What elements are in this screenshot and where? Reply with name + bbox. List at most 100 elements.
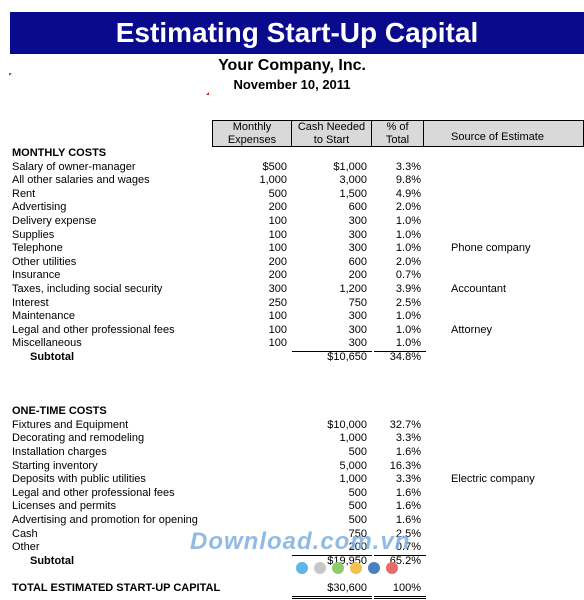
row-percent: 2.5% — [395, 527, 421, 540]
total-percent: 100% — [392, 582, 421, 594]
row-label: Legal and other professional fees — [12, 323, 175, 336]
row-percent: 1.0% — [395, 228, 421, 241]
row-source: Accountant — [451, 282, 507, 295]
table-row: Supplies 100 300 1.0% — [10, 229, 584, 243]
table-row: Legal and other professional fees 100 300 1… — [10, 323, 584, 338]
row-label: Cash — [12, 527, 38, 540]
table-row: Other 200 0.7% — [10, 541, 584, 555]
table-row: Maintenance 100 300 1.0% — [10, 310, 584, 324]
table-row: Salary of owner-manager $500 $1,000 3.3% — [10, 160, 584, 175]
row-percent: 2.0% — [395, 255, 421, 268]
document-title: Estimating Start-Up Capital — [10, 12, 584, 54]
table-row: Interest 250 750 2.5% — [10, 296, 584, 311]
section-title: ONE-TIME COSTS — [10, 405, 584, 419]
row-cash-needed: 600 — [348, 201, 367, 214]
row-label: Advertising — [12, 201, 67, 214]
row-cash-needed: 1,200 — [339, 282, 367, 295]
row-monthly-expense: 100 — [268, 323, 287, 336]
row-percent: 1.0% — [395, 214, 421, 227]
total-row: TOTAL ESTIMATED START-UP CAPITAL $30,600 1… — [10, 582, 584, 599]
header-monthly-expenses: Monthly Expenses — [212, 120, 292, 147]
row-cash-needed: 300 — [348, 323, 367, 336]
row-monthly-expense: 250 — [268, 296, 287, 309]
row-cash-needed: 300 — [348, 337, 367, 350]
row-monthly-expense: 200 — [268, 255, 287, 268]
row-monthly-expense: 200 — [268, 201, 287, 214]
dot-icon — [332, 562, 344, 574]
table-row: Delivery expense 100 300 1.0% — [10, 214, 584, 229]
table-row: Telephone 100 300 1.0% Phone company — [10, 242, 584, 256]
table-row: Starting inventory 5,000 16.3% — [10, 460, 584, 474]
row-label: Legal and other professional fees — [12, 486, 175, 499]
company-name: Your Company, Inc. — [218, 57, 366, 74]
row-label: Other — [12, 541, 40, 554]
dot-icon — [314, 562, 326, 574]
row-label: Taxes, including social security — [12, 282, 163, 295]
row-monthly-expense: 300 — [268, 282, 287, 295]
row-percent: 9.8% — [395, 174, 421, 187]
row-source: Attorney — [451, 323, 492, 336]
row-cash-needed: 600 — [348, 255, 367, 268]
table-row: Other utilities 200 600 2.0% — [10, 256, 584, 270]
cost-table: MONTHLY COSTS Salary of owner-manager $500… — [10, 147, 584, 599]
row-percent: 32.7% — [389, 418, 421, 431]
row-cash-needed: 300 — [348, 242, 367, 255]
watermark-logo: Download.com.vn — [190, 528, 411, 555]
table-row: Rent 500 1,500 4.9% — [10, 187, 584, 202]
row-cash-needed: 750 — [348, 527, 367, 540]
row-label: Delivery expense — [12, 214, 97, 227]
row-label: Rent — [12, 187, 36, 200]
row-cash-needed: 500 — [348, 446, 367, 459]
row-label: Deposits with public utilities — [12, 473, 146, 486]
row-percent: 3.3% — [395, 473, 421, 486]
row-monthly-expense: 200 — [268, 269, 287, 282]
section-heading: ONE-TIME COSTS — [12, 405, 107, 418]
row-label: Miscellaneous — [12, 337, 82, 350]
row-percent: 0.7% — [395, 541, 421, 554]
table-row: Licenses and permits 500 1.6% — [10, 500, 584, 514]
table-row: Legal and other professional fees 500 1.6% — [10, 487, 584, 501]
row-percent: 1.6% — [395, 514, 421, 527]
row-cash-needed: 3,000 — [339, 174, 367, 187]
header-percent-total: % of Total — [372, 120, 424, 147]
row-label: Licenses and permits — [12, 500, 116, 513]
row-cash-needed: 500 — [348, 486, 367, 499]
row-cash-needed: 500 — [348, 514, 367, 527]
table-row: Taxes, including social security 300 1,200… — [10, 283, 584, 297]
header-cash-needed: Cash Needed to Start — [292, 120, 372, 147]
row-label: Insurance — [12, 269, 61, 282]
row-cash-needed: 1,000 — [339, 473, 367, 486]
row-label: Decorating and remodeling — [12, 432, 145, 445]
row-percent: 1.0% — [395, 310, 421, 323]
table-row: Decorating and remodeling 1,000 3.3% — [10, 432, 584, 446]
row-percent: 3.9% — [395, 282, 421, 295]
row-label: Advertising and promotion for opening — [12, 514, 198, 527]
row-label: Fixtures and Equipment — [12, 418, 129, 431]
row-label: Installation charges — [12, 446, 107, 459]
subtotal-label: Subtotal — [30, 350, 74, 363]
table-row: All other salaries and wages 1,000 3,000 9.… — [10, 174, 584, 188]
dot-icon — [386, 562, 398, 574]
row-percent: 0.7% — [395, 269, 421, 282]
row-label: Other utilities — [12, 255, 77, 268]
row-source: Electric company — [451, 473, 535, 486]
row-source: Phone company — [451, 242, 531, 255]
table-row: Fixtures and Equipment $10,000 32.7% — [10, 418, 584, 433]
row-percent: 3.3% — [395, 160, 421, 173]
section-heading: MONTHLY COSTS — [12, 147, 107, 159]
row-percent: 1.6% — [395, 446, 421, 459]
document-date: November 10, 2011 — [233, 77, 351, 92]
cell-comment-marker-icon — [9, 73, 12, 76]
table-row: Miscellaneous 100 300 1.0% — [10, 337, 584, 351]
dot-icon — [296, 562, 308, 574]
row-percent: 2.5% — [395, 296, 421, 309]
row-label: Maintenance — [12, 310, 75, 323]
row-percent: 2.0% — [395, 201, 421, 214]
dot-icon — [368, 562, 380, 574]
row-label: Telephone — [12, 242, 63, 255]
row-cash-needed: 200 — [348, 541, 367, 554]
row-cash-needed: 1,500 — [339, 187, 367, 200]
row-monthly-expense: 500 — [268, 187, 287, 200]
row-label: Interest — [12, 296, 49, 309]
row-monthly-expense: 100 — [268, 214, 287, 227]
